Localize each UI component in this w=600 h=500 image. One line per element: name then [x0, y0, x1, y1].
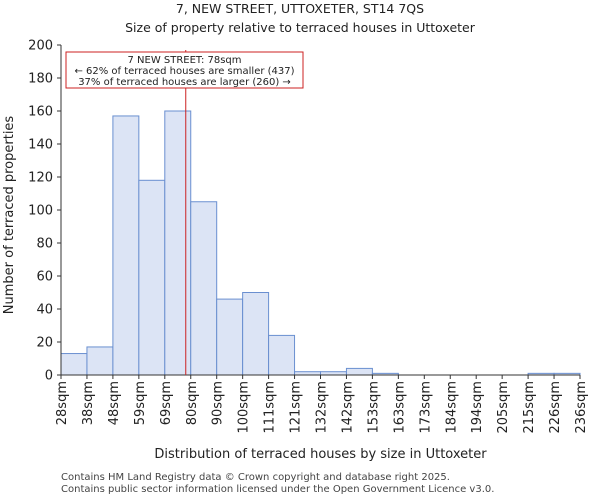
y-tick-label: 180 — [28, 72, 53, 87]
y-tick-label: 0 — [45, 369, 53, 384]
annotation-line-3: 37% of terraced houses are larger (260) … — [78, 77, 291, 88]
bar-59sqm — [138, 179, 166, 376]
x-tick-label: 121sqm — [289, 381, 304, 434]
annotation-line-2: ← 62% of terraced houses are smaller (43… — [74, 66, 294, 77]
x-tick-label: 111sqm — [263, 381, 278, 434]
bar-90sqm — [216, 298, 244, 376]
y-tick-label: 80 — [36, 237, 53, 252]
bar-111sqm — [268, 334, 296, 376]
x-tick-label: 194sqm — [470, 381, 485, 434]
x-tick-label: 163sqm — [392, 381, 407, 434]
x-tick-label: 184sqm — [444, 381, 459, 434]
bar-69sqm — [164, 110, 192, 376]
tick-labels: 0 20 40 60 80 100 120 140 160 180 200 28sqm 38sqm 48s… — [28, 39, 589, 434]
x-tick-label: 142sqm — [340, 381, 355, 434]
y-tick-label: 200 — [28, 39, 53, 54]
annotation-box: 7 NEW STREET: 78sqm ← 62% of terraced ho… — [65, 51, 304, 89]
x-tick-label: 59sqm — [133, 381, 148, 425]
bar-100sqm — [242, 292, 270, 376]
y-tick-label: 60 — [36, 270, 53, 285]
chart-title: 7, NEW STREET, UTTOXETER, ST14 7QS — [175, 1, 425, 16]
x-tick-label: 100sqm — [237, 381, 252, 434]
x-tick-label: 69sqm — [159, 381, 174, 425]
x-tick-label: 153sqm — [366, 381, 381, 434]
x-tick-label: 90sqm — [211, 381, 226, 425]
chart-subtitle: Size of property relative to terraced ho… — [125, 20, 475, 35]
bar-142sqm — [345, 367, 373, 376]
x-tick-label: 38sqm — [81, 381, 96, 425]
bar-38sqm — [86, 346, 114, 376]
bar-48sqm — [112, 115, 140, 376]
bars — [60, 110, 581, 376]
x-tick-label: 80sqm — [185, 381, 200, 425]
y-axis-label: Number of terraced properties — [2, 116, 17, 315]
y-tick-label: 120 — [28, 171, 53, 186]
x-axis-label: Distribution of terraced houses by size … — [154, 447, 487, 462]
chart-area: 0 20 40 60 80 100 120 140 160 180 200 28sqm 38sqm 48s… — [2, 39, 589, 463]
x-tick-label: 173sqm — [418, 381, 433, 434]
footer-line-2: Contains public sector information licen… — [61, 484, 495, 495]
x-tick-label: 205sqm — [496, 381, 511, 434]
x-tick-label: 28sqm — [55, 381, 70, 425]
y-tick-label: 100 — [28, 204, 53, 219]
x-tick-label: 215sqm — [522, 381, 537, 434]
x-tick-label: 236sqm — [574, 381, 589, 434]
y-tick-label: 20 — [36, 336, 53, 351]
annotation-rect — [65, 51, 304, 89]
footer-line-1: Contains HM Land Registry data © Crown c… — [61, 472, 450, 483]
annotation-line-1: 7 NEW STREET: 78sqm — [127, 55, 241, 66]
bar-80sqm — [190, 201, 218, 376]
y-tick-label: 40 — [36, 303, 53, 318]
y-tick-label: 140 — [28, 138, 53, 153]
bar-28sqm — [60, 353, 88, 376]
axes — [57, 44, 581, 379]
x-tick-label: 48sqm — [107, 381, 122, 425]
x-tick-label: 132sqm — [315, 381, 330, 434]
y-tick-label: 160 — [28, 105, 53, 120]
x-tick-label: 226sqm — [548, 381, 563, 434]
